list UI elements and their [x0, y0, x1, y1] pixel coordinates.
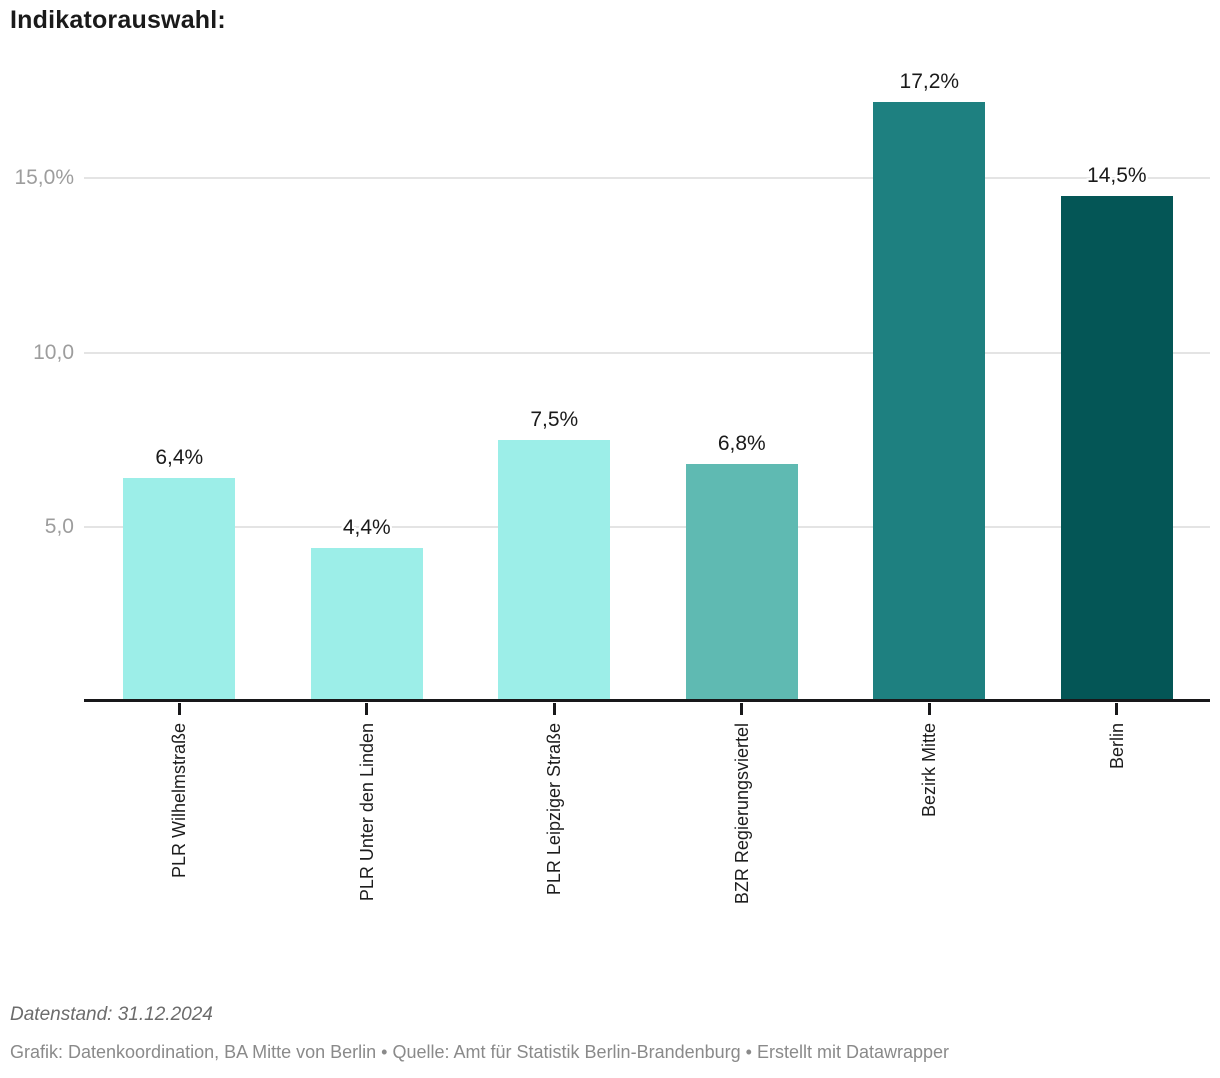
- x-axis-tick: [365, 703, 369, 715]
- x-axis-label: Berlin: [1106, 723, 1127, 770]
- x-axis-label: BZR Regierungsviertel: [731, 723, 752, 905]
- x-axis-tick: [740, 703, 744, 715]
- bar[interactable]: [123, 478, 236, 701]
- bar[interactable]: [873, 102, 986, 701]
- bar[interactable]: [498, 440, 611, 701]
- x-axis-label: PLR Wilhelmstraße: [169, 723, 190, 879]
- bar-value-label: 7,5%: [530, 408, 579, 431]
- y-axis-label: 15,0%: [14, 166, 74, 190]
- x-axis-tick: [177, 703, 181, 715]
- y-axis-label: 10,0: [33, 340, 74, 364]
- gridline: [84, 525, 1210, 528]
- y-axis-label: 5,0: [44, 514, 74, 538]
- x-axis-label: PLR Unter den Linden: [356, 723, 377, 902]
- bar-value-label: 17,2%: [899, 70, 960, 93]
- x-axis-line: [84, 699, 1210, 702]
- x-axis-label: PLR Leipziger Straße: [544, 723, 565, 896]
- gridline: [84, 177, 1210, 180]
- bar-value-label: 6,4%: [155, 446, 204, 469]
- x-axis-tick: [927, 703, 931, 715]
- attribution-line: Grafik: Datenkoordination, BA Mitte von …: [10, 1042, 950, 1062]
- x-axis-tick: [1115, 703, 1119, 715]
- page-title: Indikatorauswahl:: [10, 6, 226, 34]
- x-axis-label: Bezirk Mitte: [919, 723, 940, 818]
- bar-value-label: 14,5%: [1087, 164, 1147, 187]
- bar[interactable]: [685, 464, 798, 701]
- bar-chart: 5,0 10,0 15,0% 6,4% PLR Wilhelmstraße 4,4% PLR…: [14, 70, 1210, 905]
- data-status-note: Datenstand: 31.12.2024: [10, 1004, 213, 1025]
- bar[interactable]: [1060, 196, 1173, 701]
- bar-value-label: 6,8%: [717, 432, 766, 455]
- x-axis-tick: [552, 703, 556, 715]
- gridline: [84, 351, 1210, 354]
- bar[interactable]: [310, 548, 423, 701]
- bar-value-label: 4,4%: [342, 516, 391, 539]
